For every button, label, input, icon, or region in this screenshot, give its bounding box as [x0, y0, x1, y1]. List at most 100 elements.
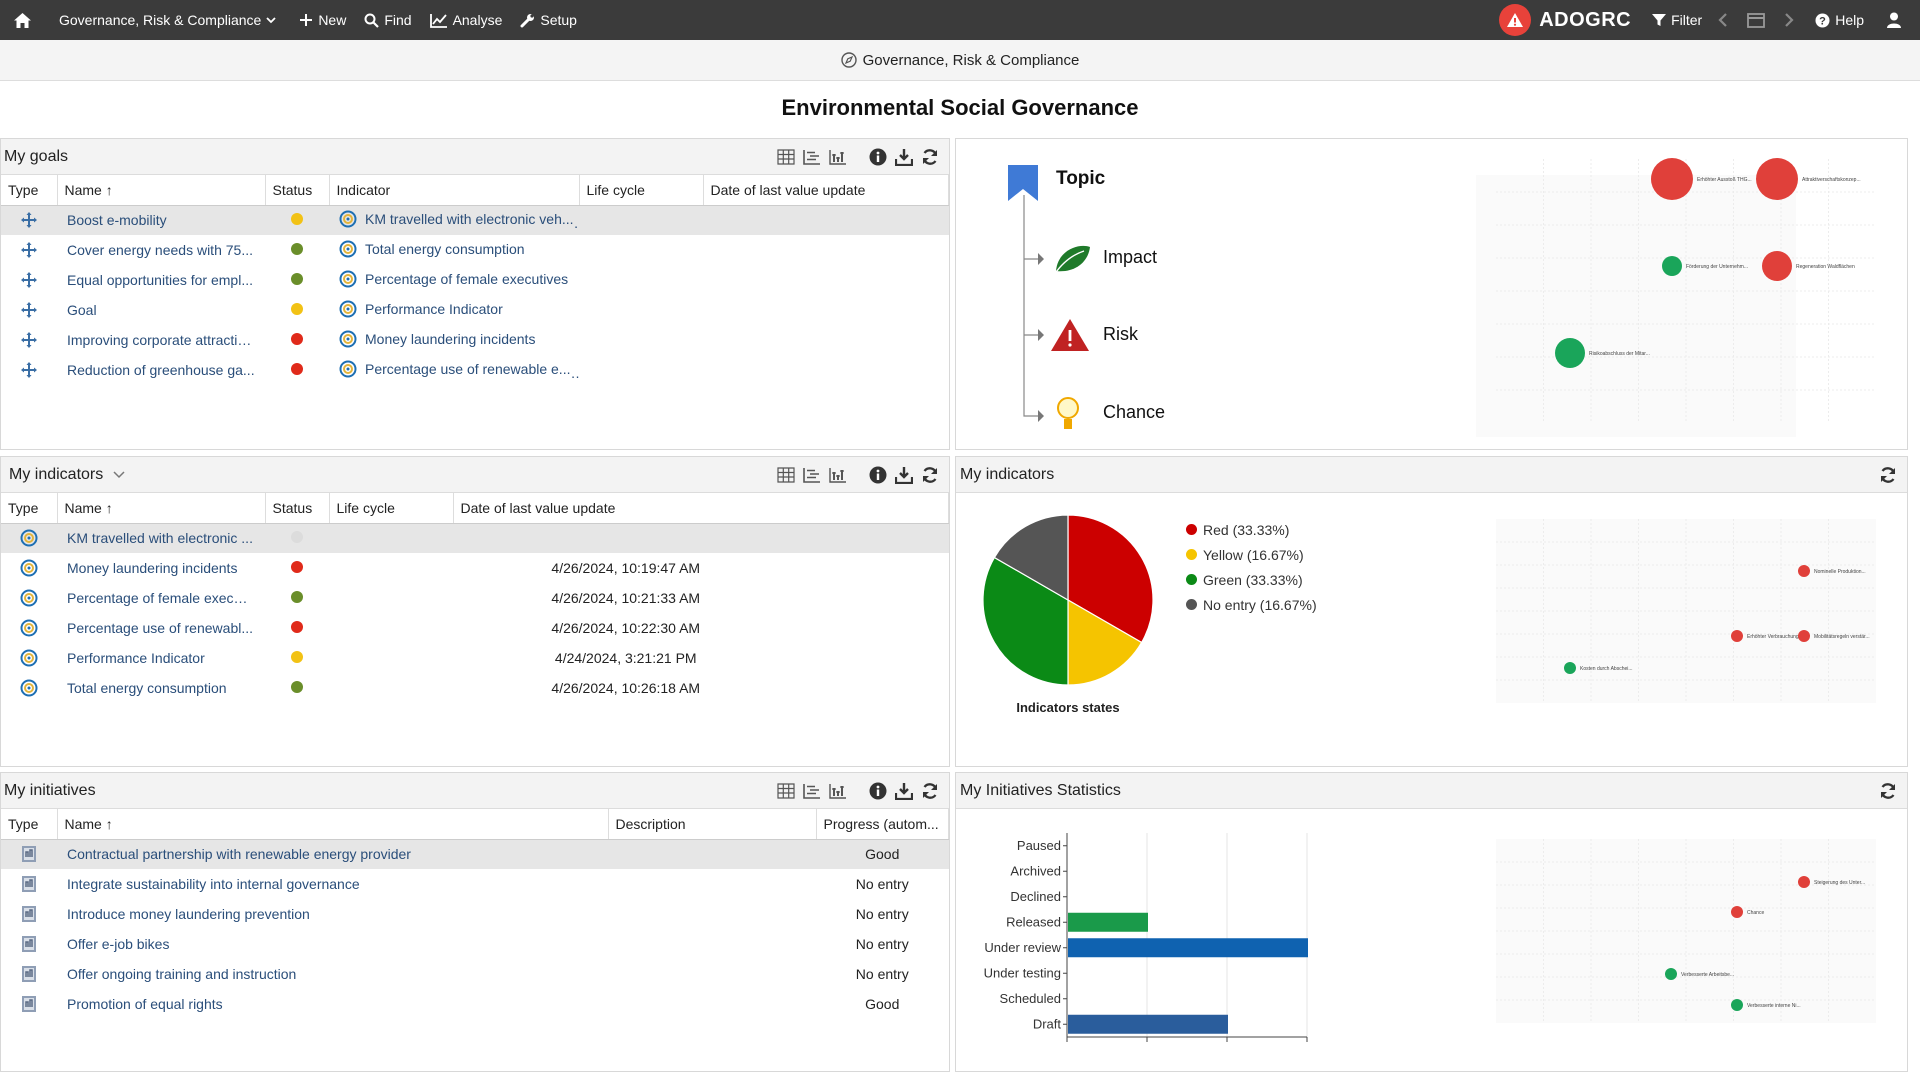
- refresh-button[interactable]: [1875, 462, 1901, 488]
- row-name[interactable]: Equal opportunities for empl...: [67, 272, 253, 288]
- matrix-bubble[interactable]: [1651, 158, 1693, 200]
- row-name[interactable]: Percentage use of renewabl...: [67, 620, 254, 636]
- table-row[interactable]: Offer e-job bikes No entry: [1, 929, 949, 959]
- row-name[interactable]: KM travelled with electronic ...: [57, 523, 265, 553]
- col-name[interactable]: Name ↑: [57, 809, 609, 840]
- analyse-button[interactable]: Analyse: [421, 0, 512, 40]
- matrix-bubble[interactable]: [1731, 906, 1743, 918]
- filter-button[interactable]: Filter: [1643, 0, 1711, 40]
- col-type[interactable]: Type: [1, 175, 58, 206]
- table-row[interactable]: Goal Performance Indicator: [1, 295, 949, 325]
- table-row[interactable]: Promotion of equal rights Good: [1, 989, 949, 1019]
- module-menu[interactable]: Governance, Risk & Compliance: [50, 0, 290, 40]
- indicator-link[interactable]: KM travelled with electronic veh...: [365, 210, 574, 227]
- col-last-update[interactable]: Date of last value update: [703, 175, 949, 206]
- table-row[interactable]: KM travelled with electronic ...: [1, 523, 949, 553]
- refresh-button[interactable]: [917, 462, 943, 488]
- refresh-button[interactable]: [1875, 778, 1901, 804]
- forward-button[interactable]: [1777, 0, 1806, 40]
- download-button[interactable]: [891, 778, 917, 804]
- table-row[interactable]: Offer ongoing training and instruction No…: [1, 959, 949, 989]
- tree-view-button[interactable]: [799, 778, 825, 804]
- info-button[interactable]: [865, 462, 891, 488]
- row-indicator[interactable]: Percentage use of renewable e...: [329, 355, 579, 385]
- col-name[interactable]: Name ↑: [57, 175, 266, 206]
- chart-view-button[interactable]: [825, 144, 851, 170]
- grid-view-button[interactable]: [773, 144, 799, 170]
- row-name[interactable]: Money laundering incidents: [67, 560, 238, 576]
- table-row[interactable]: Percentage use of renewabl... 4/26/2024, …: [1, 613, 949, 643]
- legend-item[interactable]: Green (33.33%): [1186, 567, 1317, 592]
- row-name[interactable]: Goal: [67, 302, 97, 318]
- indicator-link[interactable]: Performance Indicator: [365, 300, 503, 317]
- legend-item[interactable]: Yellow (16.67%): [1186, 542, 1317, 567]
- tree-view-button[interactable]: [799, 144, 825, 170]
- row-name[interactable]: Introduce money laundering prevention: [67, 906, 310, 922]
- pie-slice-no-entry[interactable]: [993, 514, 1069, 602]
- row-indicator[interactable]: KM travelled with electronic veh...: [329, 205, 579, 235]
- indicators-panel-title[interactable]: My indicators: [9, 465, 104, 483]
- col-status[interactable]: Status: [265, 493, 330, 524]
- pie-slice-yellow[interactable]: [1067, 598, 1143, 686]
- table-row[interactable]: Integrate sustainability into internal g…: [1, 869, 949, 899]
- table-row[interactable]: Improving corporate attractiv... Money la…: [1, 325, 949, 355]
- row-name[interactable]: Offer ongoing training and instruction: [67, 966, 297, 982]
- info-button[interactable]: [865, 778, 891, 804]
- grid-view-button[interactable]: [773, 778, 799, 804]
- table-row[interactable]: Total energy consumption 4/26/2024, 10:26…: [1, 673, 949, 703]
- col-status[interactable]: Status: [265, 175, 330, 206]
- row-name[interactable]: Cover energy needs with 75...: [67, 242, 253, 258]
- col-progress[interactable]: Progress (autom...: [816, 809, 949, 840]
- download-button[interactable]: [891, 462, 917, 488]
- matrix-bubble[interactable]: [1756, 158, 1798, 200]
- table-row[interactable]: Percentage of female execut... 4/26/2024,…: [1, 583, 949, 613]
- matrix-bubble[interactable]: [1762, 251, 1792, 281]
- matrix-bubble[interactable]: [1731, 999, 1743, 1011]
- tree-view-button[interactable]: [799, 462, 825, 488]
- matrix-bubble[interactable]: [1798, 630, 1810, 642]
- download-button[interactable]: [891, 144, 917, 170]
- matrix-bubble[interactable]: [1798, 876, 1810, 888]
- col-life-cycle[interactable]: Life cycle: [329, 493, 454, 524]
- bar-draft[interactable]: [1068, 1014, 1228, 1034]
- row-indicator[interactable]: Total energy consumption: [329, 235, 579, 265]
- pie-slice-green[interactable]: [982, 556, 1069, 686]
- col-description[interactable]: Description: [608, 809, 817, 840]
- row-name[interactable]: Percentage of female execut...: [67, 590, 257, 606]
- user-button[interactable]: [1873, 0, 1920, 40]
- col-indicator[interactable]: Indicator: [329, 175, 580, 206]
- table-row[interactable]: Cover energy needs with 75... Total energ…: [1, 235, 949, 265]
- row-name[interactable]: Contractual partnership with renewable e…: [57, 839, 608, 869]
- back-button[interactable]: [1711, 0, 1740, 40]
- window-button[interactable]: [1740, 0, 1777, 40]
- topic-risk-label[interactable]: Risk: [1103, 324, 1138, 344]
- row-name[interactable]: Total energy consumption: [67, 680, 227, 696]
- refresh-button[interactable]: [917, 144, 943, 170]
- table-row[interactable]: Introduce money laundering prevention No …: [1, 899, 949, 929]
- bar-released[interactable]: [1068, 912, 1148, 932]
- grid-view-button[interactable]: [773, 462, 799, 488]
- matrix-bubble[interactable]: [1555, 338, 1585, 368]
- help-button[interactable]: ? Help: [1806, 0, 1873, 40]
- info-button[interactable]: [865, 144, 891, 170]
- col-type[interactable]: Type: [1, 493, 58, 524]
- matrix-bubble[interactable]: [1662, 256, 1682, 276]
- topic-root-label[interactable]: Topic: [1056, 168, 1106, 189]
- topic-chance-label[interactable]: Chance: [1103, 402, 1166, 422]
- topic-impact-label[interactable]: Impact: [1103, 247, 1158, 267]
- matrix-bubble[interactable]: [1564, 662, 1576, 674]
- row-name[interactable]: Integrate sustainability into internal g…: [67, 876, 360, 892]
- chevron-down-icon[interactable]: [113, 470, 125, 479]
- indicator-link[interactable]: Total energy consumption: [365, 240, 525, 257]
- row-indicator[interactable]: Money laundering incidents: [329, 325, 579, 355]
- row-indicator[interactable]: Performance Indicator: [329, 295, 579, 325]
- indicator-link[interactable]: Money laundering incidents: [365, 330, 536, 347]
- breadcrumb-label[interactable]: Governance, Risk & Compliance: [862, 51, 1080, 69]
- new-button[interactable]: New: [290, 0, 355, 40]
- indicator-link[interactable]: Percentage use of renewable e...: [365, 360, 571, 377]
- matrix-bubble[interactable]: [1798, 565, 1810, 577]
- bar-under-review[interactable]: [1068, 938, 1308, 958]
- row-name[interactable]: Promotion of equal rights: [67, 996, 223, 1012]
- pie-slice-red[interactable]: [1067, 514, 1154, 644]
- chart-view-button[interactable]: [825, 462, 851, 488]
